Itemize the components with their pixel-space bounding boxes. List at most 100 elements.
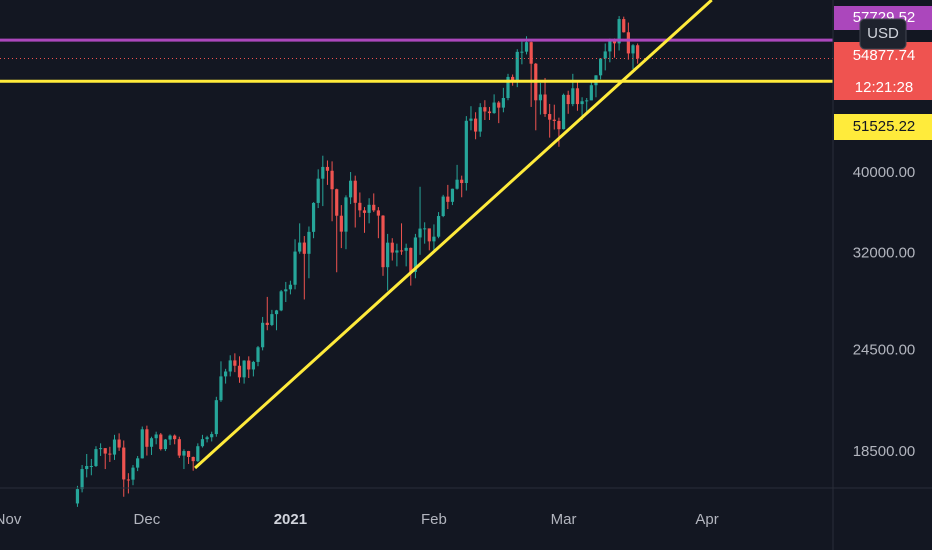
candle-body xyxy=(154,434,158,439)
y-tick-label: 24500.00 xyxy=(853,341,916,358)
candle-body xyxy=(622,19,626,33)
trend-line xyxy=(194,0,713,470)
candle-body xyxy=(603,51,607,59)
candle-body xyxy=(325,166,330,171)
candle-body xyxy=(575,88,580,105)
candle-body xyxy=(117,439,121,448)
candle-body xyxy=(99,448,103,450)
candle-body xyxy=(460,179,464,184)
candle-body xyxy=(339,215,343,232)
candle-body xyxy=(543,94,547,115)
candle-body xyxy=(473,118,478,132)
candle-body xyxy=(362,210,367,213)
candle-body xyxy=(233,360,237,366)
candle-body xyxy=(251,361,255,370)
candle-body xyxy=(247,360,251,370)
y-tick-label: 32000.00 xyxy=(853,245,916,262)
candle-body xyxy=(358,202,362,211)
candle-body xyxy=(348,180,353,198)
candle-body xyxy=(598,58,603,76)
x-tick-label: Nov xyxy=(0,511,22,528)
candle-body xyxy=(85,465,89,470)
candle-body xyxy=(538,94,543,101)
candle-body xyxy=(311,202,316,232)
candle-body xyxy=(182,451,186,456)
candle-body xyxy=(589,85,593,101)
candle-body xyxy=(89,465,93,467)
candle-body xyxy=(279,291,283,311)
candle-body xyxy=(455,179,459,189)
candle-body xyxy=(191,456,195,462)
candle-body xyxy=(140,429,144,459)
currency-label[interactable]: USD xyxy=(867,25,899,42)
candle-body xyxy=(168,435,172,440)
candle-body xyxy=(436,216,441,237)
y-tick-label: 40000.00 xyxy=(853,164,916,181)
candle-body xyxy=(145,429,149,447)
candle-body xyxy=(321,166,325,179)
candle-body xyxy=(631,45,635,54)
candle-body xyxy=(381,215,385,268)
candle-body xyxy=(122,447,126,480)
candle-body xyxy=(367,204,371,213)
candle-body xyxy=(256,347,260,362)
candle-body xyxy=(561,94,566,130)
price-label: 54877.74 xyxy=(853,47,916,64)
candle-body xyxy=(566,94,570,105)
countdown-label: 12:21:28 xyxy=(855,79,913,96)
candle-body xyxy=(353,180,357,203)
currency-button[interactable] xyxy=(859,18,907,50)
candle-body xyxy=(548,114,552,120)
candle-body xyxy=(515,51,519,81)
candle-body xyxy=(330,170,334,190)
candle-body xyxy=(261,322,265,348)
x-tick-label: Mar xyxy=(551,511,577,528)
candle-body xyxy=(94,449,98,466)
candle-body xyxy=(103,448,107,454)
candle-body xyxy=(186,451,191,457)
candle-body xyxy=(441,196,445,217)
candle-body xyxy=(506,76,510,99)
candle-body xyxy=(293,251,297,285)
candle-body xyxy=(483,107,487,112)
candle-body xyxy=(492,102,496,114)
candle-body xyxy=(210,434,214,438)
candle-body xyxy=(237,365,242,378)
candle-body xyxy=(307,231,311,254)
candle-body xyxy=(626,32,630,54)
candle-body xyxy=(265,322,269,325)
candle-body xyxy=(497,102,501,108)
candle-body xyxy=(636,45,640,59)
candle-body xyxy=(423,228,427,230)
price-label-box xyxy=(834,114,932,140)
candle-body xyxy=(585,100,589,102)
candle-body xyxy=(390,242,394,253)
candle-body xyxy=(136,458,140,468)
candle-body xyxy=(219,376,223,401)
x-tick-label: 2021 xyxy=(274,511,307,528)
x-tick-label: Dec xyxy=(134,511,161,528)
price-label-box xyxy=(834,42,932,100)
candle-body xyxy=(413,237,418,272)
candle-body xyxy=(75,489,80,504)
candle-body xyxy=(112,439,117,455)
candle-body xyxy=(108,453,112,455)
candle-body xyxy=(163,439,168,450)
candle-body xyxy=(223,371,228,377)
price-label: 51525.22 xyxy=(853,118,916,135)
candle-body xyxy=(469,118,473,121)
candle-body xyxy=(288,284,293,290)
candle-body xyxy=(450,188,455,202)
candle-body xyxy=(571,88,575,105)
candle-body xyxy=(409,247,413,272)
candle-body xyxy=(149,438,154,447)
candle-body xyxy=(529,42,533,64)
candle-body xyxy=(386,242,390,268)
candle-body xyxy=(284,289,288,292)
candle-body xyxy=(196,446,200,462)
candle-body xyxy=(557,120,561,130)
x-tick-label: Apr xyxy=(695,511,718,528)
candle-body xyxy=(404,247,408,251)
